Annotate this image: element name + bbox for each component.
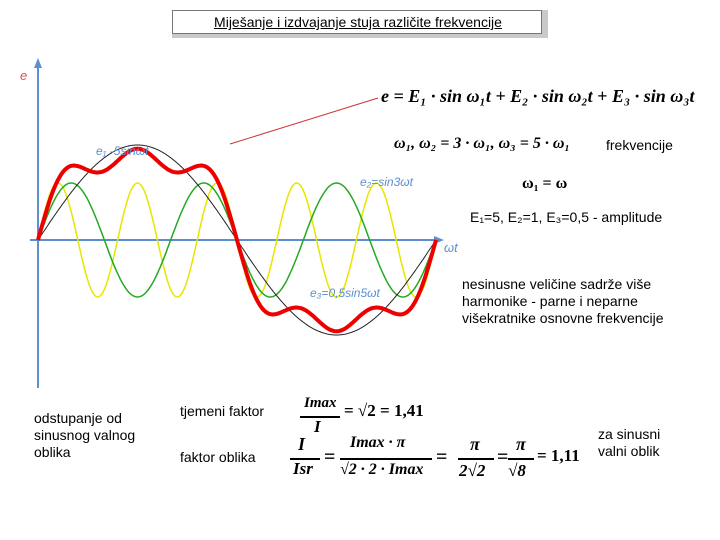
y-axis-label: e — [20, 68, 27, 83]
pointer-line — [229, 97, 379, 145]
form-fraction-bar-2 — [340, 458, 432, 460]
resultant-wave — [36, 146, 438, 334]
form-numerator-2: Imax · π — [350, 434, 406, 451]
amplitudes-text: E₁=5, E₂=1, E₃=0,5 - amplitude — [470, 209, 663, 225]
harmonics-line-2: harmonike - parne i neparne — [462, 293, 638, 309]
frequency-label: frekvencije — [606, 137, 673, 153]
form-result: = 1,11 — [537, 446, 580, 465]
crest-denominator: I — [314, 417, 321, 436]
page-title: Miješanje i izdvajanje stuja različite f… — [214, 14, 502, 30]
form-eq-1: = — [324, 446, 336, 468]
harmonics-note: nesinusne veličine sadrže više harmonike… — [462, 276, 664, 327]
form-numerator-1: I — [298, 434, 306, 454]
form-factor-label: faktor oblika — [180, 449, 256, 465]
harmonics-line-1: nesinusne veličine sadrže više — [462, 276, 652, 292]
form-denominator-3: 2√2 — [459, 461, 486, 480]
crest-numerator: Imax — [304, 395, 337, 411]
title-frame: Miješanje i izdvajanje stuja različite f… — [172, 10, 542, 34]
title-box: Miješanje i izdvajanje stuja različite f… — [172, 10, 548, 38]
sinusoidal-line-1: za sinusni — [598, 426, 661, 442]
sinusoidal-line-2: valni oblik — [598, 443, 660, 459]
deviation-line-1: odstupanje od — [34, 410, 122, 426]
e1-label: e₁ -5sinωt — [96, 144, 149, 158]
form-denominator-1: Isr — [293, 459, 313, 478]
y-axis-arrow — [34, 58, 42, 68]
frequency-list: ω₁, ω₂ = 3 · ω₁, ω₃ = 5 · ω₁ — [394, 135, 570, 152]
e2-label: e₂=sin3ωt — [360, 175, 414, 189]
form-fraction-bar-4 — [508, 458, 534, 460]
omega-equation: ω₁ = ω — [522, 175, 568, 192]
x-axis-label: ωt — [444, 240, 459, 255]
sinusoidal-note: za sinusni valni oblik — [598, 426, 660, 460]
main-equation: e = E₁ · sin ω₁t + E₂ · sin ω₂t + E₃ · s… — [381, 86, 695, 106]
crest-fraction-bar — [300, 416, 340, 418]
form-fraction-bar-1 — [290, 458, 320, 460]
crest-factor-label: tjemeni faktor — [180, 403, 265, 419]
form-numerator-3: π — [470, 434, 480, 454]
crest-result: = √2 = 1,41 — [344, 401, 424, 420]
e3-label: e₃=0,5sin5ωt — [310, 286, 380, 300]
deviation-line-2: sinusnog valnog — [34, 427, 136, 443]
form-eq-2: = — [436, 446, 448, 468]
form-fraction-bar-3 — [458, 458, 494, 460]
harmonics-line-3: višekratnike osnovne frekvencije — [462, 310, 664, 326]
form-denominator-2: √2 · 2 · Imax — [340, 461, 424, 478]
deviation-line-3: oblika — [34, 444, 71, 460]
form-numerator-4: π — [516, 434, 526, 454]
deviation-note: odstupanje od sinusnog valnog oblika — [34, 410, 135, 461]
form-eq-3: = — [497, 446, 509, 468]
form-denominator-4: √8 — [508, 461, 526, 480]
